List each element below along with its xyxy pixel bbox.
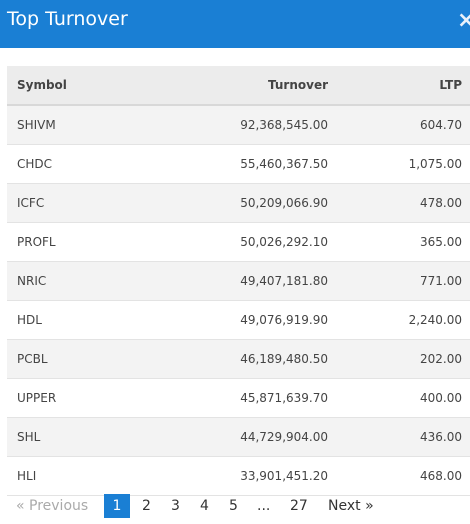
symbol-column-header[interactable]: Symbol [7,66,157,106]
modal-title: Top Turnover [7,8,128,30]
turnover-cell: 92,368,545.00 [157,105,328,145]
ltp-cell: 468.00 [328,456,470,496]
turnover-table-container: Symbol Turnover LTP SHIVM 92,368,545.00 … [7,66,470,496]
turnover-table: Symbol Turnover LTP SHIVM 92,368,545.00 … [7,66,470,496]
table-row: ICFC 50,209,066.90 478.00 [7,183,470,223]
table-row: UPPER 45,871,639.70 400.00 [7,378,470,418]
turnover-cell: 49,076,919.90 [157,300,328,340]
turnover-cell: 46,189,480.50 [157,339,328,379]
page-2-button[interactable]: 2 [142,498,151,514]
turnover-cell: 45,871,639.70 [157,378,328,418]
ltp-cell: 1,075.00 [328,144,470,184]
close-icon[interactable]: × [457,8,470,33]
table-row: SHL 44,729,904.00 436.00 [7,417,470,457]
turnover-cell: 50,209,066.90 [157,183,328,223]
symbol-cell: HDL [7,300,157,340]
table-row: CHDC 55,460,367.50 1,075.00 [7,144,470,184]
turnover-cell: 49,407,181.80 [157,261,328,301]
table-row: NRIC 49,407,181.80 771.00 [7,261,470,301]
pagination: « Previous 1 2 3 4 5 ... 27 Next » [0,494,470,518]
ltp-cell: 400.00 [328,378,470,418]
symbol-cell: SHL [7,417,157,457]
modal-header: Top Turnover × [0,0,470,48]
ltp-cell: 604.70 [328,105,470,145]
table-row: PROFL 50,026,292.10 365.00 [7,222,470,262]
symbol-cell: HLI [7,456,157,496]
ltp-cell: 771.00 [328,261,470,301]
pagination-ellipsis: ... [257,498,271,514]
table-row: PCBL 46,189,480.50 202.00 [7,339,470,379]
turnover-cell: 33,901,451.20 [157,456,328,496]
turnover-cell: 55,460,367.50 [157,144,328,184]
ltp-column-header[interactable]: LTP [328,66,470,106]
page-3-button[interactable]: 3 [171,498,180,514]
next-page-button[interactable]: Next » [328,498,374,514]
ltp-cell: 202.00 [328,339,470,379]
turnover-cell: 50,026,292.10 [157,222,328,262]
symbol-cell: SHIVM [7,105,157,145]
ltp-cell: 365.00 [328,222,470,262]
turnover-column-header[interactable]: Turnover [157,66,328,106]
symbol-cell: CHDC [7,144,157,184]
table-row: HDL 49,076,919.90 2,240.00 [7,300,470,340]
table-row: SHIVM 92,368,545.00 604.70 [7,105,470,145]
symbol-cell: PROFL [7,222,157,262]
table-row: HLI 33,901,451.20 468.00 [7,456,470,496]
ltp-cell: 478.00 [328,183,470,223]
table-header-row: Symbol Turnover LTP [7,66,470,106]
symbol-cell: UPPER [7,378,157,418]
page-5-button[interactable]: 5 [229,498,238,514]
symbol-cell: ICFC [7,183,157,223]
page-4-button[interactable]: 4 [200,498,209,514]
page-1-button[interactable]: 1 [104,494,130,518]
ltp-cell: 436.00 [328,417,470,457]
ltp-cell: 2,240.00 [328,300,470,340]
previous-page-button: « Previous [16,498,89,514]
symbol-cell: PCBL [7,339,157,379]
page-27-button[interactable]: 27 [290,498,308,514]
symbol-cell: NRIC [7,261,157,301]
turnover-cell: 44,729,904.00 [157,417,328,457]
